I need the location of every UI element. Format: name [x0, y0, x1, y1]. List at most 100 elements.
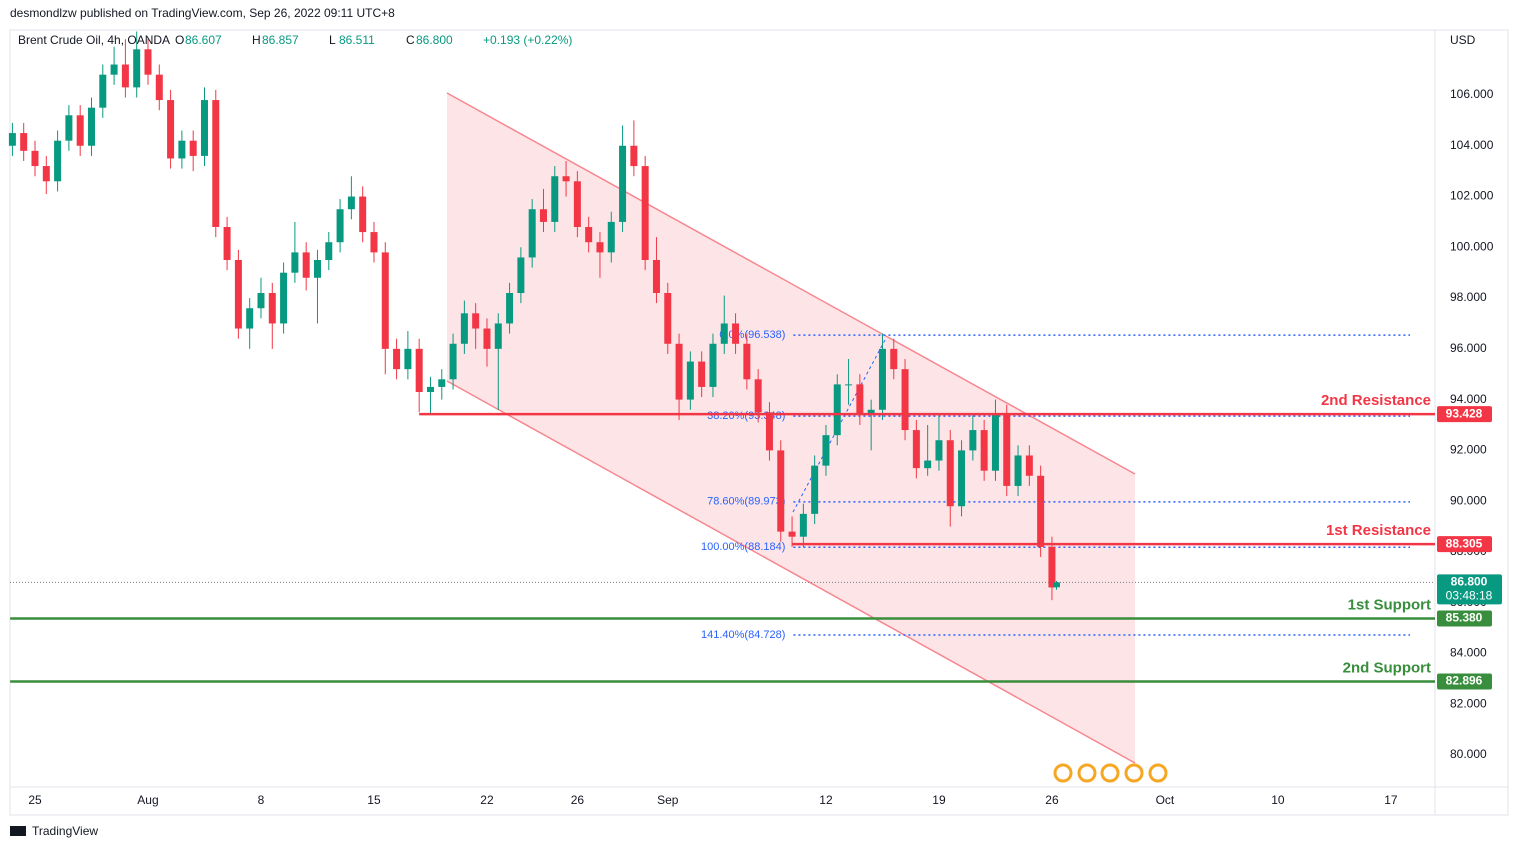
x-tick-label: 19: [932, 793, 946, 807]
candle-body: [539, 209, 547, 222]
candle-body: [890, 348, 898, 370]
ohlc-key: L: [329, 33, 336, 47]
currency: USD: [1450, 33, 1476, 47]
candle-body: [754, 379, 762, 413]
published: desmondlzw published on TradingView.com,…: [10, 6, 395, 20]
candle-body: [472, 313, 480, 329]
level-value: 93.428: [1446, 406, 1483, 420]
level-value: 85.380: [1446, 611, 1483, 625]
channel-fill: [447, 93, 1135, 763]
candle-body: [31, 150, 39, 167]
x-tick-label: Aug: [137, 793, 158, 807]
fib-label: 141.40%(84.728): [701, 629, 785, 641]
y-tick-label: 98.000: [1450, 290, 1487, 304]
candle-body: [652, 259, 660, 293]
level-name: 1st Support: [1348, 596, 1431, 613]
candle-body: [359, 196, 367, 233]
y-tick-label: 96.000: [1450, 341, 1487, 355]
candle-body: [291, 252, 299, 273]
candle-body: [991, 414, 999, 471]
candle-body: [223, 226, 231, 260]
candle-body: [811, 465, 819, 514]
channel-lower: [446, 380, 1136, 764]
candle-body: [675, 343, 683, 400]
candle-body: [551, 176, 559, 222]
candle-body: [87, 107, 95, 146]
candle-body: [1037, 475, 1045, 547]
candle-body: [833, 384, 841, 436]
candle-body: [393, 348, 401, 370]
x-tick-label: 26: [1045, 793, 1059, 807]
y-tick-label: 106.000: [1450, 87, 1494, 101]
level-badge: [1437, 406, 1492, 423]
fib-label: 78.60%(89.973): [707, 496, 785, 508]
x-tick-label: 12: [819, 793, 833, 807]
y-tick-label: 100.000: [1450, 239, 1494, 253]
candle-body: [257, 292, 265, 309]
candle-body: [144, 49, 152, 75]
candle-body: [370, 232, 378, 253]
ohlc-value: 86.511: [339, 33, 375, 47]
candle-body: [200, 100, 208, 156]
plot: 0.0%(96.538) 38.20%(93.348) 78.60%(89.973)…: [8, 31, 1435, 641]
candle-body: [585, 226, 593, 243]
candle-body: [178, 140, 186, 159]
y-tick-label: 82.000: [1450, 696, 1487, 710]
x-tick-label: Sep: [657, 793, 679, 807]
candle-body: [777, 450, 785, 532]
candle-body: [313, 259, 321, 278]
candle-body: [596, 242, 604, 253]
candle-body: [155, 74, 163, 101]
level-badge: [1437, 610, 1492, 627]
candle-body: [99, 74, 107, 108]
x-tick-label: 8: [258, 793, 265, 807]
candle-body: [381, 252, 389, 349]
candle-body: [958, 450, 966, 507]
ohlc-value: 86.607: [185, 33, 222, 47]
candle-body: [268, 292, 276, 324]
candle-body: [8, 133, 16, 146]
candle-body: [969, 430, 977, 451]
fib-label: 38.20%(93.348): [707, 410, 785, 422]
brand: TradingView: [32, 824, 98, 838]
candle-body: [562, 176, 570, 182]
candle-body: [924, 460, 932, 469]
symbol: Brent Crude Oil, 4h, OANDA: [18, 33, 170, 47]
candle-body: [686, 361, 694, 400]
candle-body: [517, 257, 525, 293]
y-tick-label: 80.000: [1450, 747, 1487, 761]
candle-body: [698, 361, 706, 387]
candle-body: [1025, 455, 1033, 476]
candle-body: [1048, 546, 1056, 588]
candle-body: [528, 209, 536, 258]
candle-body: [494, 323, 502, 349]
candle-body: [167, 100, 175, 159]
candle-body: [347, 196, 355, 210]
x-tick-label: 17: [1384, 793, 1398, 807]
candle-body: [856, 384, 864, 415]
candle-body: [867, 409, 875, 415]
candle-body: [901, 369, 909, 431]
fib-label: 0.0%(96.538): [719, 329, 785, 341]
candle-body: [20, 133, 28, 151]
ohlc-value: 86.800: [416, 33, 453, 47]
price-badge: [1437, 574, 1502, 605]
candle-body: [42, 166, 50, 182]
channel-upper: [446, 92, 1136, 475]
candle-body: [65, 115, 73, 141]
fib-label: 100.00%(88.184): [701, 541, 785, 553]
candle-body: [822, 435, 830, 466]
candle-body: [415, 348, 423, 392]
y-tick-label: 104.000: [1450, 138, 1494, 152]
candle-body: [460, 313, 468, 344]
x-tick-label: 22: [480, 793, 494, 807]
candle-body: [404, 348, 412, 370]
candle-body: [1052, 582, 1060, 588]
candle-body: [189, 140, 197, 156]
candle-body: [935, 440, 943, 461]
candle-body: [54, 140, 62, 182]
candle-body: [121, 64, 129, 88]
candle-body: [325, 242, 333, 260]
level-name: 2nd Resistance: [1321, 392, 1431, 409]
candle-body: [483, 328, 491, 349]
